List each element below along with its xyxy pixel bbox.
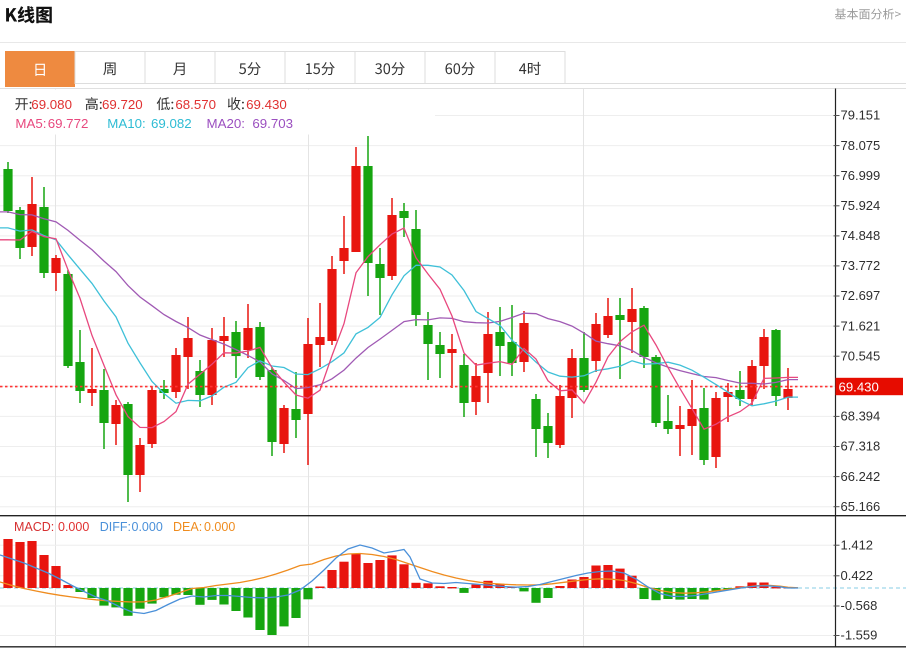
svg-text:68.394: 68.394 xyxy=(841,409,881,424)
svg-text:0.000: 0.000 xyxy=(58,520,89,534)
svg-text:78.075: 78.075 xyxy=(841,138,881,153)
svg-text:MA5:: MA5: xyxy=(15,116,46,131)
svg-text:67.318: 67.318 xyxy=(841,439,881,454)
svg-text:65.166: 65.166 xyxy=(841,499,881,514)
svg-text:70.545: 70.545 xyxy=(841,348,881,363)
svg-text:72.697: 72.697 xyxy=(841,288,881,303)
svg-text:MA10:: MA10: xyxy=(107,116,145,131)
svg-text:MA20:: MA20: xyxy=(207,116,245,131)
svg-text:1.412: 1.412 xyxy=(841,537,874,552)
svg-text:66.242: 66.242 xyxy=(841,469,881,484)
svg-text:69.080: 69.080 xyxy=(31,97,72,112)
svg-text:-0.568: -0.568 xyxy=(841,598,878,613)
svg-text:68.570: 68.570 xyxy=(175,97,216,112)
svg-text:DIFF:: DIFF: xyxy=(100,520,131,534)
svg-text:73.772: 73.772 xyxy=(841,258,881,273)
svg-text:-1.559: -1.559 xyxy=(841,628,878,643)
svg-text:69.430: 69.430 xyxy=(246,97,287,112)
svg-text:71.621: 71.621 xyxy=(841,318,881,333)
svg-text:69.720: 69.720 xyxy=(102,97,143,112)
svg-text:69.430: 69.430 xyxy=(839,379,879,394)
svg-text:79.151: 79.151 xyxy=(841,108,881,123)
svg-text:69.772: 69.772 xyxy=(48,116,89,131)
svg-text:76.999: 76.999 xyxy=(841,168,881,183)
svg-text:0.000: 0.000 xyxy=(132,520,163,534)
svg-text:DEA:: DEA: xyxy=(173,520,202,534)
svg-text:74.848: 74.848 xyxy=(841,228,881,243)
svg-text:MACD:: MACD: xyxy=(14,520,54,534)
svg-text:0.422: 0.422 xyxy=(841,568,874,583)
svg-text:0.000: 0.000 xyxy=(204,520,235,534)
svg-text:69.703: 69.703 xyxy=(252,116,293,131)
svg-text:69.082: 69.082 xyxy=(151,116,192,131)
svg-text:75.924: 75.924 xyxy=(841,198,881,213)
